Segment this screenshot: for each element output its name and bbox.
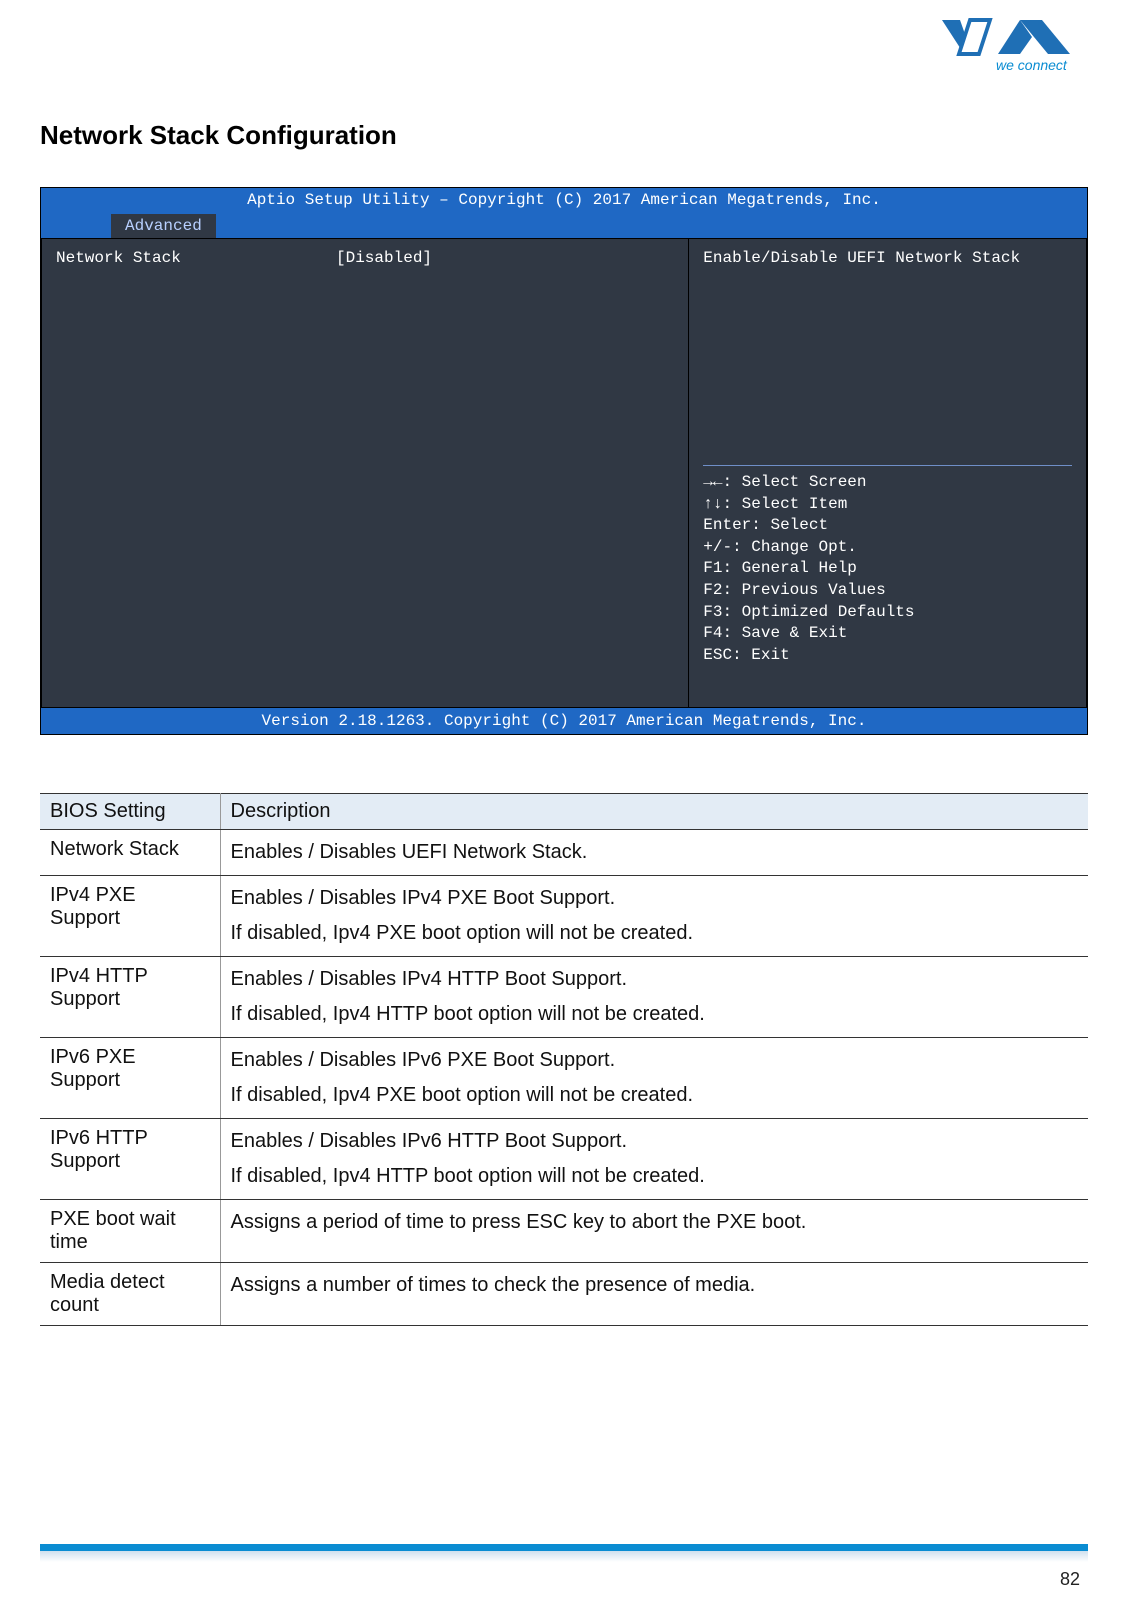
bios-key-help: →←: Select Screen ↑↓: Select Item Enter:… — [703, 472, 1072, 666]
setting-description: Enables / Disables IPv4 PXE Boot Support… — [220, 876, 1088, 957]
page-number: 82 — [1060, 1569, 1080, 1590]
bios-help-line: F3: Optimized Defaults — [703, 602, 1072, 624]
bios-setting-value: [Disabled] — [336, 249, 432, 267]
setting-name: Network Stack — [40, 830, 220, 876]
bios-tab-advanced[interactable]: Advanced — [111, 214, 216, 238]
via-logo-icon: we connect — [938, 18, 1088, 76]
bios-help-line: F2: Previous Values — [703, 580, 1072, 602]
bios-footer-bar: Version 2.18.1263. Copyright (C) 2017 Am… — [41, 708, 1087, 734]
brand-logo: we connect — [938, 18, 1088, 76]
footer-rule — [40, 1544, 1088, 1562]
setting-description: Assigns a number of times to check the p… — [220, 1263, 1088, 1326]
desc-line: Enables / Disables UEFI Network Stack. — [231, 841, 1079, 864]
desc-line: If disabled, Ipv4 PXE boot option will n… — [231, 1084, 1079, 1107]
setting-name: PXE boot wait time — [40, 1200, 220, 1263]
bios-screenshot: Aptio Setup Utility – Copyright (C) 2017… — [40, 187, 1088, 735]
bios-help-line: →←: Select Screen — [703, 472, 1072, 494]
setting-name: IPv4 HTTP Support — [40, 957, 220, 1038]
desc-line: If disabled, Ipv4 HTTP boot option will … — [231, 1003, 1079, 1026]
setting-description: Enables / Disables IPv4 HTTP Boot Suppor… — [220, 957, 1088, 1038]
setting-name: IPv4 PXE Support — [40, 876, 220, 957]
setting-description: Enables / Disables UEFI Network Stack. — [220, 830, 1088, 876]
setting-description: Enables / Disables IPv6 PXE Boot Support… — [220, 1038, 1088, 1119]
desc-line: Enables / Disables IPv4 PXE Boot Support… — [231, 887, 1079, 910]
settings-table: BIOS Setting Description Network Stack E… — [40, 793, 1088, 1326]
bios-title-bar: Aptio Setup Utility – Copyright (C) 2017… — [41, 188, 1087, 212]
bios-left-panel: Network Stack [Disabled] — [42, 239, 689, 707]
desc-line: If disabled, Ipv4 PXE boot option will n… — [231, 922, 1079, 945]
setting-name: Media detect count — [40, 1263, 220, 1326]
setting-description: Enables / Disables IPv6 HTTP Boot Suppor… — [220, 1119, 1088, 1200]
bios-setting-label: Network Stack — [56, 249, 336, 267]
desc-line: Enables / Disables IPv6 HTTP Boot Suppor… — [231, 1130, 1079, 1153]
desc-line: If disabled, Ipv4 HTTP boot option will … — [231, 1165, 1079, 1188]
table-header-setting: BIOS Setting — [40, 794, 220, 830]
setting-description: Assigns a period of time to press ESC ke… — [220, 1200, 1088, 1263]
bios-help-line: +/-: Change Opt. — [703, 537, 1072, 559]
table-header-row: BIOS Setting Description — [40, 794, 1088, 830]
table-header-description: Description — [220, 794, 1088, 830]
section-title: Network Stack Configuration — [40, 120, 1088, 151]
table-row: IPv4 HTTP Support Enables / Disables IPv… — [40, 957, 1088, 1038]
table-row: IPv6 HTTP Support Enables / Disables IPv… — [40, 1119, 1088, 1200]
bios-help-line: ↑↓: Select Item — [703, 494, 1072, 516]
desc-line: Assigns a period of time to press ESC ke… — [231, 1211, 1079, 1234]
bios-help-top-text: Enable/Disable UEFI Network Stack — [703, 249, 1020, 267]
bios-setting-row[interactable]: Network Stack [Disabled] — [56, 249, 674, 267]
table-row: IPv6 PXE Support Enables / Disables IPv6… — [40, 1038, 1088, 1119]
bios-help-line: Enter: Select — [703, 515, 1072, 537]
bios-right-panel: Enable/Disable UEFI Network Stack →←: Se… — [689, 239, 1086, 707]
bios-help-description: Enable/Disable UEFI Network Stack — [703, 249, 1072, 459]
logo-tagline: we connect — [996, 57, 1068, 73]
setting-name: IPv6 PXE Support — [40, 1038, 220, 1119]
desc-line: Enables / Disables IPv6 PXE Boot Support… — [231, 1049, 1079, 1072]
bios-help-line: F1: General Help — [703, 558, 1072, 580]
desc-line: Enables / Disables IPv4 HTTP Boot Suppor… — [231, 968, 1079, 991]
desc-line: Assigns a number of times to check the p… — [231, 1274, 1079, 1297]
bios-help-line: F4: Save & Exit — [703, 623, 1072, 645]
setting-name: IPv6 HTTP Support — [40, 1119, 220, 1200]
bios-tab-row: Advanced — [41, 212, 1087, 238]
bios-help-divider — [703, 465, 1072, 466]
table-row: IPv4 PXE Support Enables / Disables IPv4… — [40, 876, 1088, 957]
document-page: we connect Network Stack Configuration A… — [0, 0, 1128, 1602]
bios-body: Network Stack [Disabled] Enable/Disable … — [41, 238, 1087, 708]
bios-help-line: ESC: Exit — [703, 645, 1072, 667]
table-row: PXE boot wait time Assigns a period of t… — [40, 1200, 1088, 1263]
table-row: Network Stack Enables / Disables UEFI Ne… — [40, 830, 1088, 876]
table-row: Media detect count Assigns a number of t… — [40, 1263, 1088, 1326]
